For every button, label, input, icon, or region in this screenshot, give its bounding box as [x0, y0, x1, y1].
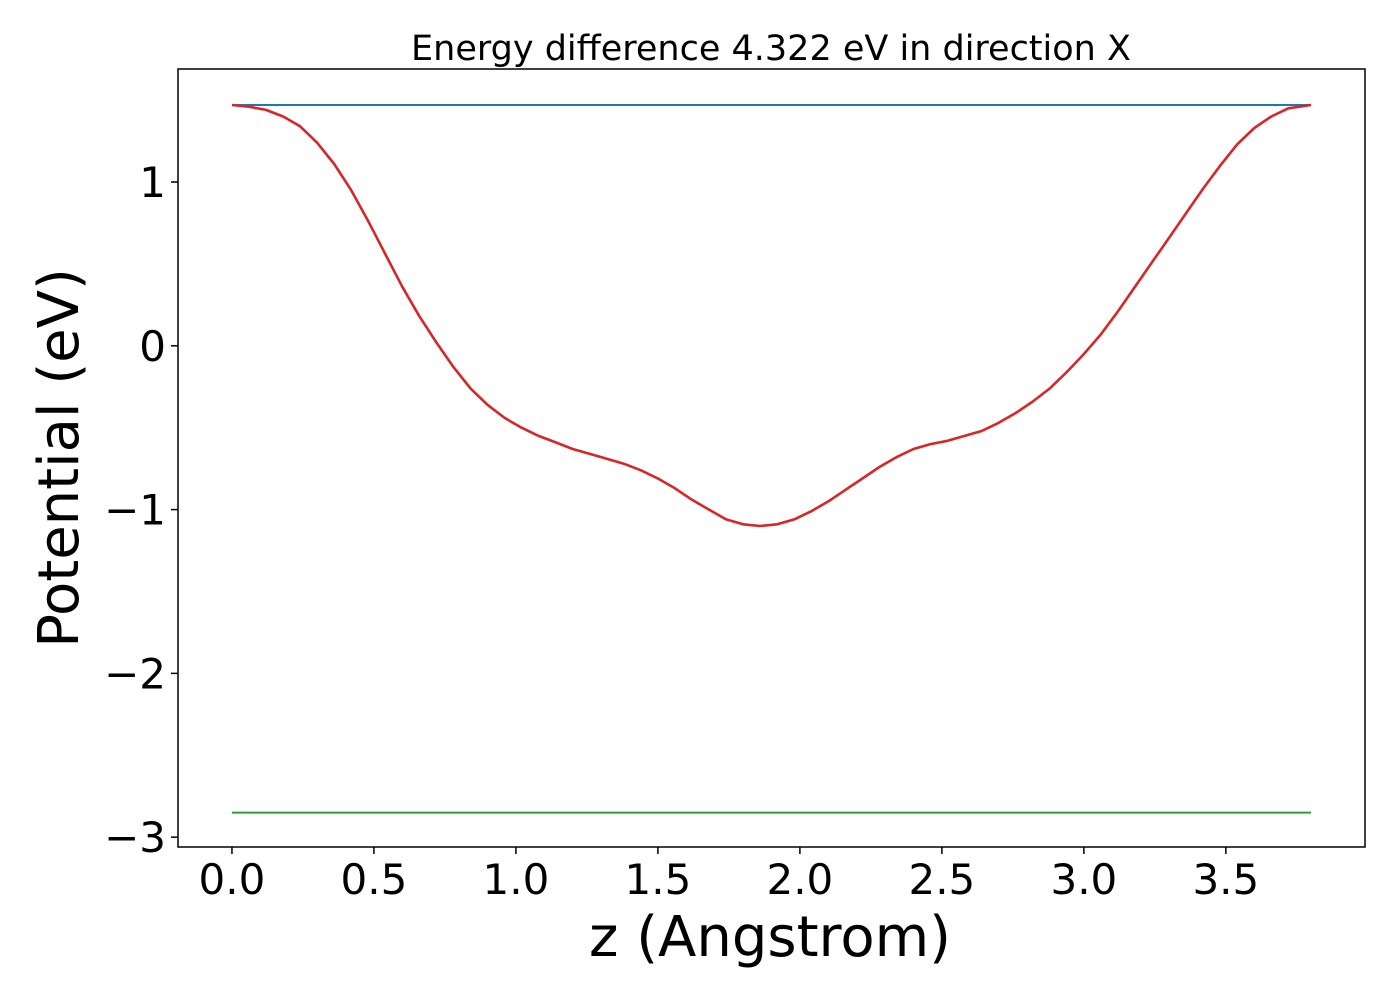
series-line-3: [231, 103, 1312, 528]
x-tick-label: 1.5: [625, 855, 692, 904]
x-tick-label: 2.5: [908, 855, 975, 904]
y-axis-label: Potential (eV): [27, 268, 92, 648]
x-tick-label: 1.0: [483, 855, 550, 904]
x-tick-label: 3.0: [1050, 855, 1117, 904]
x-tick-label: 2.0: [766, 855, 833, 904]
y-tick-label: 1: [139, 158, 166, 207]
y-tick-label: −2: [104, 649, 166, 698]
x-tick-label: 3.5: [1192, 855, 1259, 904]
y-tick-label: −1: [104, 486, 166, 535]
plot-frame: [177, 68, 1366, 848]
y-axis: 1 0 −1 −2 −3: [104, 158, 178, 862]
x-tick-label: 0.0: [199, 855, 266, 904]
chart-title: Energy difference 4.322 eV in direction …: [411, 29, 1131, 69]
y-tick-label: 0: [139, 322, 166, 371]
x-axis: 0.0 0.5 1.0 1.5 2.0 2.5 3.0 3.5: [199, 847, 1259, 904]
series-layer: [231, 103, 1312, 814]
x-axis-label: z (Angstrom): [589, 905, 951, 970]
y-tick-label: −3: [104, 813, 166, 862]
x-tick-label: 0.5: [341, 855, 408, 904]
